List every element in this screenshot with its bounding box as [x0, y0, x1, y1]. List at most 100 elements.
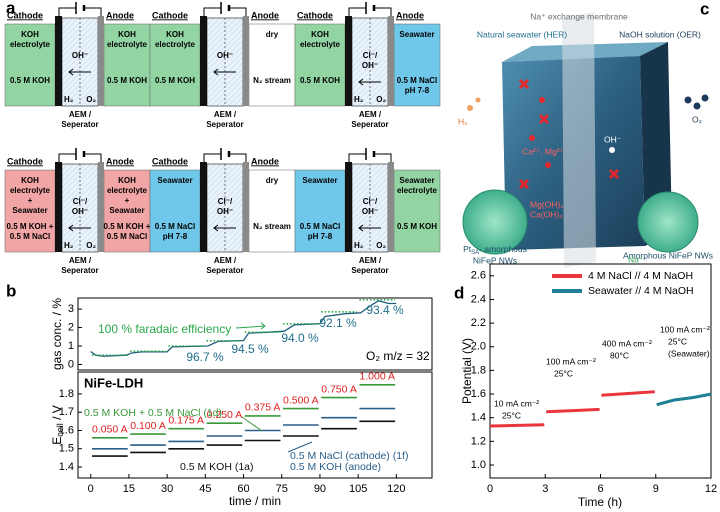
ion-label: Cl⁻/: [218, 197, 233, 206]
wire: [203, 7, 247, 16]
chamber-text: KOH: [311, 30, 329, 39]
chamber-left: [294, 169, 346, 253]
y-tick-label: 2.4: [471, 293, 486, 305]
annotation: 93.4 %: [366, 303, 404, 317]
separator-label: AEM /: [214, 256, 237, 265]
gas-label: H₂: [64, 241, 74, 250]
cathode-label: Cathode: [297, 10, 333, 20]
ion-dot: [609, 147, 615, 153]
x-tick-label: 3: [542, 483, 548, 495]
cations-label: Ca²⁺, Mg²⁺: [522, 146, 565, 156]
series-line: [656, 392, 712, 407]
chamber-text: electrolyte: [107, 186, 148, 195]
chamber-text: Seawater: [109, 206, 144, 215]
y-axis-label-part: E: [50, 437, 64, 445]
ion-label: Cl⁻/: [363, 51, 378, 60]
panel-label: a: [6, 0, 16, 17]
ion-label: OH⁻: [362, 61, 378, 70]
annotation: 96.7 %: [186, 350, 224, 364]
y-tick-label: 1.8: [59, 388, 74, 400]
chamber-text: KOH: [21, 30, 39, 39]
y-axis-label: gas conc. / %: [50, 298, 64, 370]
label-arrow: [241, 416, 263, 432]
gas-label: H₂: [64, 95, 74, 104]
x-tick-label: 60: [237, 483, 249, 495]
gas-label: H₂: [354, 95, 364, 104]
gas-label: O₂: [86, 241, 96, 250]
y-tick-label: 1.8: [471, 364, 486, 376]
current-label: 0.750 A: [321, 383, 357, 395]
separator-label: AEM /: [214, 110, 237, 119]
right-title: NaOH solution (OER): [619, 29, 701, 39]
catalyst-text: - amorphous: [479, 244, 527, 254]
panel-label: d: [454, 283, 464, 302]
separator-label: Seperator: [351, 266, 388, 275]
gas-label: O₂: [376, 241, 386, 250]
chamber-text: Seawater: [157, 176, 192, 185]
x-tick-label: 30: [161, 483, 173, 495]
annotation: 400 mA cm⁻²: [602, 338, 652, 348]
ion-label: Cl⁻/: [363, 197, 378, 206]
gas-dot: [693, 102, 701, 110]
oh-label: OH⁻: [604, 134, 622, 144]
chamber-left: [294, 23, 346, 107]
ion-arrow: [358, 224, 381, 232]
annotation: 80°C: [610, 350, 629, 360]
series-label: 0.5 M KOH + 0.5 M NaCl (1d): [84, 407, 222, 419]
annotation: 25°C: [668, 336, 687, 346]
series-line: [489, 390, 655, 428]
ion-dot: [539, 97, 545, 103]
gas-label: O₂: [376, 95, 386, 104]
ion-dot: [529, 135, 535, 141]
chamber-text: 0.5 M KOH: [155, 76, 195, 85]
y-tick-label: 1.4: [59, 461, 74, 473]
current-label: 0.100 A: [130, 420, 166, 432]
y-tick-label: 3: [68, 303, 74, 315]
cathode-label: Cathode: [152, 10, 188, 20]
chamber-text: electrolyte: [10, 186, 51, 195]
annotation: 25°C: [502, 410, 521, 420]
gas-label: O₂: [86, 95, 96, 104]
cathode: [200, 16, 207, 106]
ion-label: OH⁻: [362, 207, 378, 216]
current-label: 0.050 A: [92, 424, 128, 436]
chamber-text: 0.5 M NaCl: [300, 222, 340, 231]
gas-dot: [475, 97, 481, 103]
anode-label: Anode: [106, 10, 134, 20]
cross-marks: [518, 78, 620, 190]
cathode: [345, 16, 352, 106]
chamber-text: 0.5 M NaCl: [155, 222, 195, 231]
y-tick-label: 2: [68, 321, 74, 333]
series-line: [92, 384, 396, 439]
y-axis-label-part: / V: [50, 405, 64, 423]
anode-label: Anode: [106, 156, 134, 166]
y-tick-label: 1: [68, 340, 74, 352]
gas-dot: [467, 105, 473, 111]
y-tick-label: 1.2: [471, 435, 486, 447]
legend-label: Seawater // 4 M NaOH: [588, 285, 694, 297]
chamber-text: Seawater: [12, 206, 47, 215]
gas-dot: [684, 96, 692, 104]
ion-label: OH⁻: [72, 51, 88, 60]
wire: [58, 153, 102, 162]
anode: [98, 16, 104, 106]
annotation: 100 mA cm⁻²: [660, 324, 710, 334]
precipitate-label: Ca(OH)₂: [530, 209, 563, 219]
annotation: O₂ m/z = 32: [366, 349, 430, 363]
membrane-label: Na⁺ exchange membrane: [530, 11, 628, 21]
chamber-text: 0.5 M NaCl: [107, 232, 147, 241]
chamber-text: 0.5 M NaCl: [397, 76, 437, 85]
chamber-left: [149, 23, 201, 107]
chamber-text: KOH: [21, 176, 39, 185]
chamber-text: pH 7-8: [308, 232, 333, 241]
chamber-text: KOH: [118, 30, 136, 39]
y-tick-label: 1.5: [59, 443, 74, 455]
chamber-text: Seawater: [302, 176, 337, 185]
anode: [388, 16, 394, 106]
y-tick-label: 2.2: [471, 317, 486, 329]
annotation: 100 % faradaic efficiency: [98, 322, 231, 336]
chamber-right: [393, 23, 441, 107]
series-line: [92, 420, 396, 457]
